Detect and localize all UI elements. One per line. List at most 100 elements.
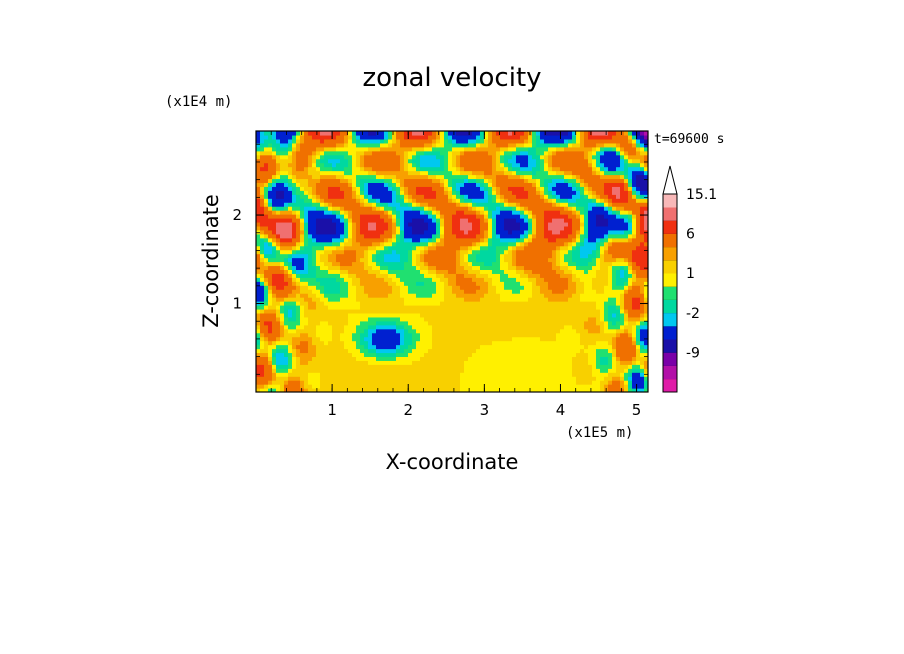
heatmap-cell <box>340 186 345 191</box>
heatmap-cell <box>352 273 357 278</box>
heatmap-cell <box>420 316 425 322</box>
heatmap-cell <box>320 297 325 302</box>
heatmap-cell <box>292 245 297 251</box>
heatmap-cell <box>352 202 357 207</box>
heatmap-cell <box>328 348 333 354</box>
heatmap-cell <box>480 182 485 187</box>
heatmap-cell <box>516 273 521 278</box>
heatmap-cell <box>288 324 293 330</box>
heatmap-cell <box>284 348 289 354</box>
heatmap-cell <box>484 138 489 144</box>
heatmap-cell <box>276 253 281 259</box>
heatmap-cell <box>384 356 389 361</box>
heatmap-cell <box>328 297 333 302</box>
heatmap-cell <box>308 380 313 385</box>
heatmap-cell <box>440 297 445 302</box>
heatmap-cell <box>448 340 453 346</box>
heatmap-cell <box>296 237 301 243</box>
heatmap-cell <box>528 368 533 373</box>
heatmap-cell <box>460 229 465 235</box>
heatmap-cell <box>356 380 361 385</box>
heatmap-cell <box>480 237 485 243</box>
heatmap-cell <box>516 229 521 235</box>
heatmap-cell <box>368 352 373 357</box>
heatmap-cell <box>308 336 313 342</box>
heatmap-cell <box>436 214 441 219</box>
heatmap-cell <box>344 289 349 294</box>
heatmap-cell <box>312 237 317 243</box>
heatmap-cell <box>544 166 549 172</box>
heatmap-cell <box>532 150 537 156</box>
heatmap-cell <box>292 134 297 140</box>
heatmap-cell <box>460 388 465 392</box>
heatmap-cell <box>256 312 261 318</box>
heatmap-cell <box>488 233 493 239</box>
heatmap-cell <box>520 360 525 365</box>
heatmap-cell <box>520 293 525 298</box>
heatmap-cell <box>324 138 329 144</box>
heatmap-cell <box>360 360 365 365</box>
heatmap-cell <box>532 253 537 259</box>
heatmap-cell <box>292 233 297 239</box>
heatmap-cell <box>524 308 529 314</box>
heatmap-cell <box>276 301 281 306</box>
heatmap-cell <box>436 368 441 373</box>
heatmap-cell <box>524 237 529 243</box>
heatmap-cell <box>460 368 465 373</box>
heatmap-cell <box>408 388 413 392</box>
heatmap-cell <box>532 210 537 215</box>
heatmap-cell <box>412 368 417 373</box>
heatmap-cell <box>552 340 557 346</box>
heatmap-cell <box>408 210 413 215</box>
heatmap-cell <box>448 344 453 350</box>
heatmap-cell <box>384 229 389 235</box>
heatmap-cell <box>360 293 365 298</box>
heatmap-cell <box>364 221 369 227</box>
heatmap-cell <box>448 214 453 219</box>
heatmap-cell <box>260 186 265 191</box>
heatmap-cell <box>528 380 533 385</box>
heatmap-cell <box>508 332 513 338</box>
heatmap-cell <box>440 210 445 215</box>
heatmap-cell <box>372 233 377 239</box>
heatmap-cell <box>400 301 405 306</box>
heatmap-cell <box>404 245 409 251</box>
heatmap-cell <box>388 131 393 136</box>
heatmap-cell <box>312 249 317 255</box>
heatmap-cell <box>404 134 409 140</box>
heatmap-cell <box>368 158 373 164</box>
heatmap-cell <box>408 190 413 195</box>
heatmap-cell <box>548 210 553 215</box>
heatmap-cell <box>412 241 417 247</box>
heatmap-cell <box>288 194 293 199</box>
heatmap-cell <box>424 166 429 172</box>
heatmap-cell <box>392 174 397 180</box>
heatmap-cell <box>528 376 533 381</box>
heatmap-cell <box>472 206 477 211</box>
heatmap-cell <box>416 214 421 219</box>
heatmap-cell <box>464 146 469 152</box>
heatmap-cell <box>368 206 373 211</box>
heatmap-cell <box>532 340 537 346</box>
heatmap-cell <box>368 328 373 334</box>
heatmap-cell <box>360 134 365 140</box>
heatmap-cell <box>504 214 509 219</box>
heatmap-cell <box>404 332 409 338</box>
heatmap-cell <box>332 131 337 136</box>
heatmap-cell <box>308 273 313 278</box>
heatmap-cell <box>464 297 469 302</box>
heatmap-cell <box>312 364 317 369</box>
heatmap-cell <box>404 146 409 152</box>
heatmap-cell <box>436 336 441 342</box>
heatmap-cell <box>344 293 349 298</box>
heatmap-cell <box>340 214 345 219</box>
heatmap-cell <box>272 146 277 152</box>
heatmap-cell <box>508 388 513 392</box>
heatmap-cell <box>272 249 277 255</box>
heatmap-cell <box>420 138 425 144</box>
heatmap-cell <box>524 328 529 334</box>
heatmap-cell <box>360 301 365 306</box>
heatmap-cell <box>440 352 445 357</box>
heatmap-cell <box>484 364 489 369</box>
heatmap-cell <box>464 237 469 243</box>
